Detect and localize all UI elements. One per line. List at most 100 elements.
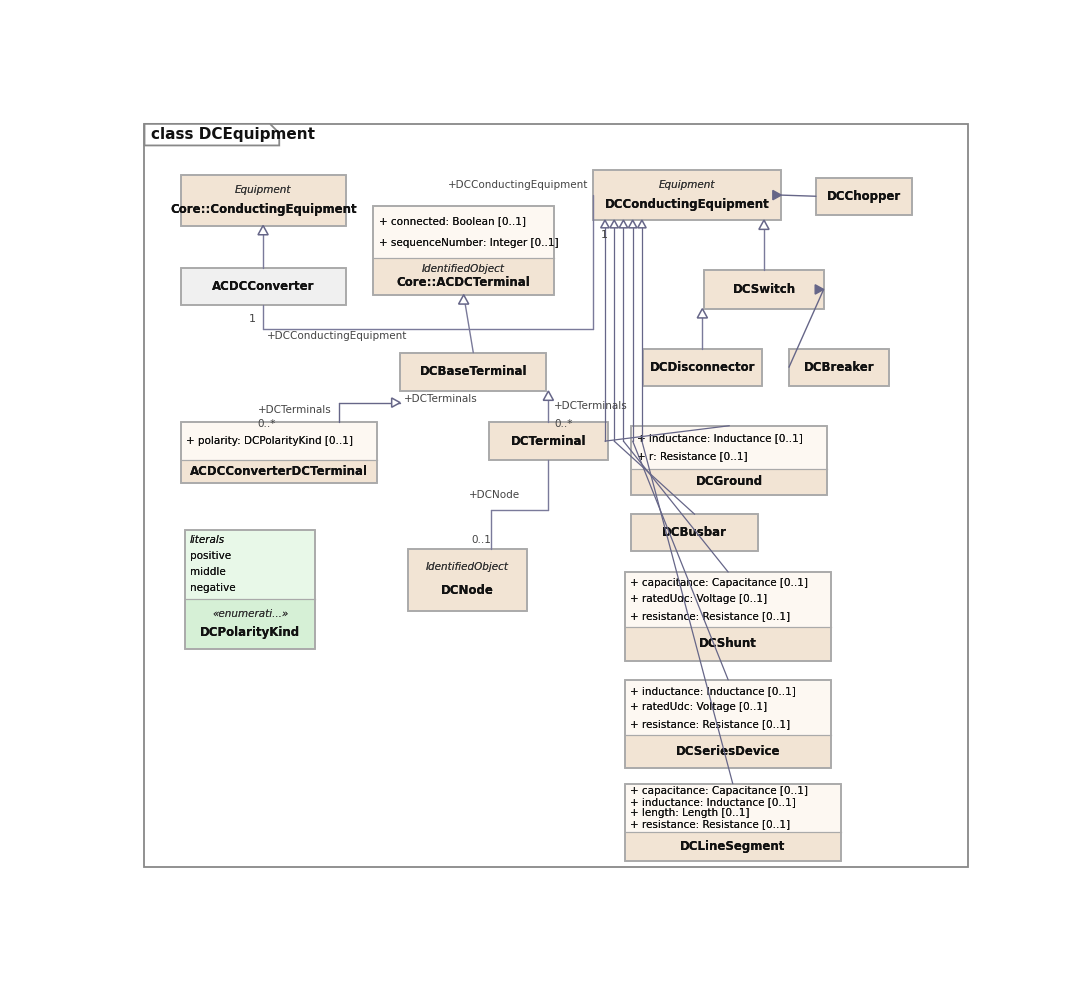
Text: «enumerati...»: «enumerati...» <box>212 609 289 619</box>
Bar <box>184 598 316 649</box>
Text: + capacitance: Capacitance [0..1]: + capacitance: Capacitance [0..1] <box>630 786 808 796</box>
Bar <box>704 270 824 309</box>
Bar <box>408 549 527 610</box>
Bar <box>181 268 346 305</box>
Bar <box>184 530 316 649</box>
Bar <box>373 258 554 295</box>
Bar <box>408 549 527 610</box>
Text: + resistance: Resistance [0..1]: + resistance: Resistance [0..1] <box>630 611 791 621</box>
Text: positive: positive <box>190 551 231 561</box>
Text: + length: Length [0..1]: + length: Length [0..1] <box>630 808 750 818</box>
Bar <box>631 426 828 469</box>
Bar <box>184 530 316 598</box>
Bar <box>181 176 346 226</box>
Text: DCSwitch: DCSwitch <box>732 283 795 296</box>
Text: DCPolarityKind: DCPolarityKind <box>200 627 301 640</box>
Text: middle: middle <box>190 567 226 578</box>
Polygon shape <box>392 398 400 407</box>
Text: Equipment: Equipment <box>235 185 292 195</box>
Bar <box>704 270 824 309</box>
Text: IdentifiedObject: IdentifiedObject <box>422 264 506 274</box>
Bar <box>625 627 831 660</box>
Text: + connected: Boolean [0..1]: + connected: Boolean [0..1] <box>379 216 525 226</box>
Text: + inductance: Inductance [0..1]: + inductance: Inductance [0..1] <box>630 798 796 807</box>
Text: middle: middle <box>190 567 226 578</box>
Bar <box>625 572 831 660</box>
Polygon shape <box>459 295 469 304</box>
Bar <box>625 680 831 768</box>
Text: 1: 1 <box>600 230 608 239</box>
Bar <box>816 178 912 215</box>
Text: Core::ACDCTerminal: Core::ACDCTerminal <box>397 277 531 289</box>
Bar <box>625 784 841 832</box>
Text: «enumerati...»: «enumerati...» <box>212 609 289 619</box>
Polygon shape <box>258 226 268 234</box>
Polygon shape <box>601 220 609 228</box>
Text: + length: Length [0..1]: + length: Length [0..1] <box>630 808 750 818</box>
Bar <box>488 422 608 460</box>
Bar <box>704 270 824 309</box>
Polygon shape <box>628 220 637 228</box>
Text: + inductance: Inductance [0..1]: + inductance: Inductance [0..1] <box>637 433 803 442</box>
Polygon shape <box>620 220 627 228</box>
Text: + r: Resistance [0..1]: + r: Resistance [0..1] <box>637 451 748 461</box>
Bar <box>408 549 527 610</box>
Polygon shape <box>638 220 647 228</box>
Text: DCNode: DCNode <box>442 585 494 597</box>
Bar <box>181 422 378 460</box>
Bar <box>625 832 841 860</box>
Text: + connected: Boolean [0..1]: + connected: Boolean [0..1] <box>379 216 525 226</box>
Text: DCLineSegment: DCLineSegment <box>680 840 786 852</box>
Bar <box>184 530 316 598</box>
Bar <box>625 572 831 627</box>
Text: DCTerminal: DCTerminal <box>511 435 586 447</box>
Polygon shape <box>758 220 769 230</box>
Text: DCGround: DCGround <box>695 476 763 489</box>
Bar <box>184 598 316 649</box>
Text: + inductance: Inductance [0..1]: + inductance: Inductance [0..1] <box>630 686 796 696</box>
Text: ACDCConverterDCTerminal: ACDCConverterDCTerminal <box>190 465 368 479</box>
Bar <box>373 206 554 295</box>
Bar <box>631 514 758 551</box>
Polygon shape <box>610 220 618 228</box>
Bar <box>642 348 762 386</box>
Bar <box>631 514 758 551</box>
Text: DCShunt: DCShunt <box>699 638 757 650</box>
Bar <box>789 348 889 386</box>
Text: +DCTerminals: +DCTerminals <box>258 405 331 415</box>
Polygon shape <box>698 309 707 318</box>
Text: literals: literals <box>190 535 225 545</box>
Bar <box>181 422 378 484</box>
Bar <box>789 348 889 386</box>
Bar <box>400 352 547 391</box>
Text: negative: negative <box>190 584 235 594</box>
Text: +DCConductingEquipment: +DCConductingEquipment <box>448 181 588 190</box>
Bar <box>373 258 554 295</box>
Text: Core::ACDCTerminal: Core::ACDCTerminal <box>397 277 531 289</box>
Bar <box>488 422 608 460</box>
Text: DCDisconnector: DCDisconnector <box>650 361 755 374</box>
Text: ACDCConverter: ACDCConverter <box>213 280 315 293</box>
Bar <box>625 680 831 768</box>
Polygon shape <box>144 124 279 145</box>
Bar <box>625 627 831 660</box>
Text: Core::ConductingEquipment: Core::ConductingEquipment <box>170 203 357 216</box>
Text: DCDisconnector: DCDisconnector <box>650 361 755 374</box>
Bar <box>408 549 527 610</box>
Text: DCGround: DCGround <box>695 476 763 489</box>
Bar <box>631 469 828 495</box>
Text: + ratedUdc: Voltage [0..1]: + ratedUdc: Voltage [0..1] <box>630 702 767 712</box>
Bar <box>642 348 762 386</box>
Bar <box>181 422 378 484</box>
Text: + inductance: Inductance [0..1]: + inductance: Inductance [0..1] <box>637 433 803 442</box>
Bar <box>373 206 554 295</box>
Polygon shape <box>773 190 781 200</box>
Text: Core::ConductingEquipment: Core::ConductingEquipment <box>170 203 357 216</box>
Text: + resistance: Resistance [0..1]: + resistance: Resistance [0..1] <box>630 719 791 729</box>
Bar <box>488 422 608 460</box>
Bar <box>631 469 828 495</box>
Bar <box>816 178 912 215</box>
Bar <box>789 348 889 386</box>
Bar <box>816 178 912 215</box>
Text: +DCTerminals: +DCTerminals <box>554 401 628 411</box>
